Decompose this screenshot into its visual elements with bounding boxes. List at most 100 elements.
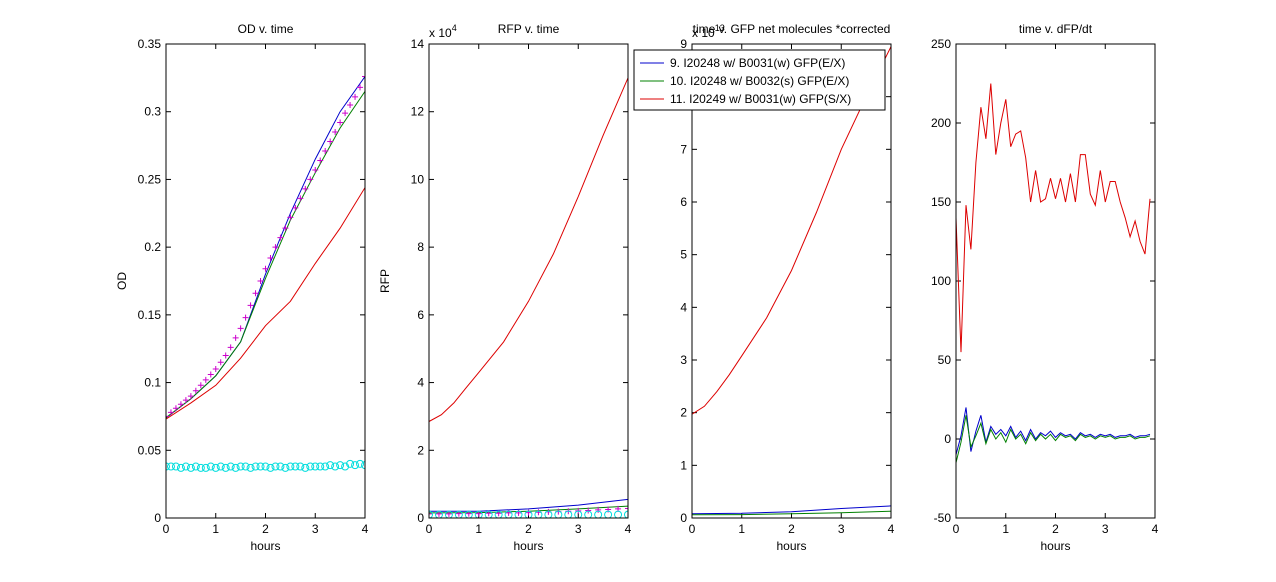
- y-axis-label: OD: [115, 272, 129, 290]
- plus-marker: [227, 344, 234, 351]
- y-tick-label: 6: [680, 195, 687, 209]
- circle-marker: [346, 459, 355, 468]
- circle-marker: [321, 462, 330, 471]
- circle-marker: [301, 463, 310, 472]
- x-tick-label: 3: [1102, 522, 1109, 536]
- y-tick-label: 0.3: [144, 105, 161, 119]
- circle-marker: [429, 510, 433, 518]
- y-tick-label: 7: [680, 142, 687, 156]
- plus-marker: [222, 352, 229, 359]
- x-tick-label: 2: [525, 522, 532, 536]
- y-tick-label: 14: [411, 37, 425, 51]
- circle-marker: [266, 463, 275, 472]
- plus-marker: [232, 334, 239, 341]
- y-tick-label: 2: [680, 406, 687, 420]
- subplot-3: 012340123456789time v. GFP net molecules…: [680, 22, 894, 553]
- circle-marker: [166, 462, 170, 471]
- plus-marker: [272, 244, 279, 251]
- y-multiplier: x 1013: [692, 23, 725, 40]
- plus-marker: [312, 166, 319, 173]
- x-tick-label: 2: [1052, 522, 1059, 536]
- x-tick-label: 1: [738, 522, 745, 536]
- multiplier-base: x 10: [692, 26, 715, 40]
- circle-marker: [306, 462, 315, 471]
- legend-entry: 9. I20248 w/ B0031(w) GFP(E/X): [670, 56, 845, 70]
- series-line-blue: [956, 407, 1151, 455]
- series-line-red: [429, 77, 628, 422]
- circle-marker: [474, 510, 483, 518]
- circle-marker: [231, 463, 240, 472]
- y-tick-label: 0.05: [138, 443, 162, 457]
- multiplier-exponent: 4: [452, 23, 457, 33]
- plus-marker: [277, 234, 284, 241]
- plus-marker: [317, 157, 324, 164]
- chart-title: time v. dFP/dt: [1019, 22, 1093, 36]
- circle-marker: [236, 462, 245, 471]
- circle-marker: [514, 510, 523, 518]
- circle-marker: [584, 510, 593, 518]
- plus-marker: [585, 507, 592, 514]
- y-tick-label: 10: [411, 172, 425, 186]
- plus-marker: [177, 401, 184, 408]
- series-line-red: [956, 83, 1151, 353]
- circle-marker: [166, 462, 175, 471]
- x-tick-label: 0: [689, 522, 696, 536]
- circle-marker: [524, 510, 533, 518]
- x-axis-label: hours: [250, 539, 280, 553]
- circle-marker: [564, 510, 573, 518]
- y-tick-label: 0.15: [138, 308, 162, 322]
- series-line-11. I20249 w/ B0031(w) GFP(S/X): [166, 187, 365, 420]
- circle-marker: [554, 510, 563, 518]
- series-line-green: [956, 415, 1151, 463]
- y-tick-label: 100: [931, 274, 951, 288]
- x-axis-label: hours: [776, 539, 806, 553]
- circle-marker: [226, 462, 235, 471]
- legend: 9. I20248 w/ B0031(w) GFP(E/X) 10. I20248…: [633, 49, 886, 111]
- circle-marker: [361, 461, 365, 470]
- circle-marker: [201, 463, 210, 472]
- plot-area: [166, 44, 365, 518]
- plus-marker: [297, 195, 304, 202]
- x-tick-label: 4: [625, 522, 632, 536]
- circle-marker: [286, 462, 295, 471]
- data-layer: [692, 46, 891, 516]
- data-layer: [429, 77, 628, 518]
- plus-marker: [172, 405, 179, 412]
- plus-marker: [287, 214, 294, 221]
- circle-marker: [494, 510, 503, 518]
- x-tick-label: 1: [1002, 522, 1009, 536]
- circle-marker: [181, 462, 190, 471]
- series-line-blue: [429, 498, 628, 512]
- circle-marker: [221, 463, 230, 472]
- y-tick-label: -50: [934, 511, 952, 525]
- chart-title: OD v. time: [238, 22, 294, 36]
- circle-marker: [256, 462, 265, 471]
- data-layer: [956, 83, 1151, 463]
- data-layer: [166, 73, 365, 472]
- circle-marker: [336, 461, 345, 470]
- circle-marker: [261, 462, 270, 471]
- plus-marker: [347, 101, 354, 108]
- circle-marker: [544, 510, 553, 518]
- plus-marker: [166, 413, 169, 420]
- x-axis-label: hours: [1040, 539, 1070, 553]
- x-tick-label: 3: [312, 522, 319, 536]
- plus-marker: [242, 314, 249, 321]
- plus-marker: [445, 510, 452, 517]
- plus-marker: [187, 393, 194, 400]
- x-axis-label: hours: [513, 539, 543, 553]
- x-tick-label: 3: [838, 522, 845, 536]
- plus-marker: [257, 278, 264, 284]
- circle-marker: [186, 463, 195, 472]
- plus-marker: [182, 397, 189, 404]
- circle-marker: [296, 462, 305, 471]
- circle-marker: [311, 462, 320, 471]
- x-tick-label: 4: [1152, 522, 1159, 536]
- y-tick-label: 1: [680, 458, 687, 472]
- circle-marker: [331, 462, 340, 471]
- axes-frame: [165, 43, 366, 519]
- series-line-green: [692, 510, 891, 516]
- plus-marker: [302, 185, 309, 192]
